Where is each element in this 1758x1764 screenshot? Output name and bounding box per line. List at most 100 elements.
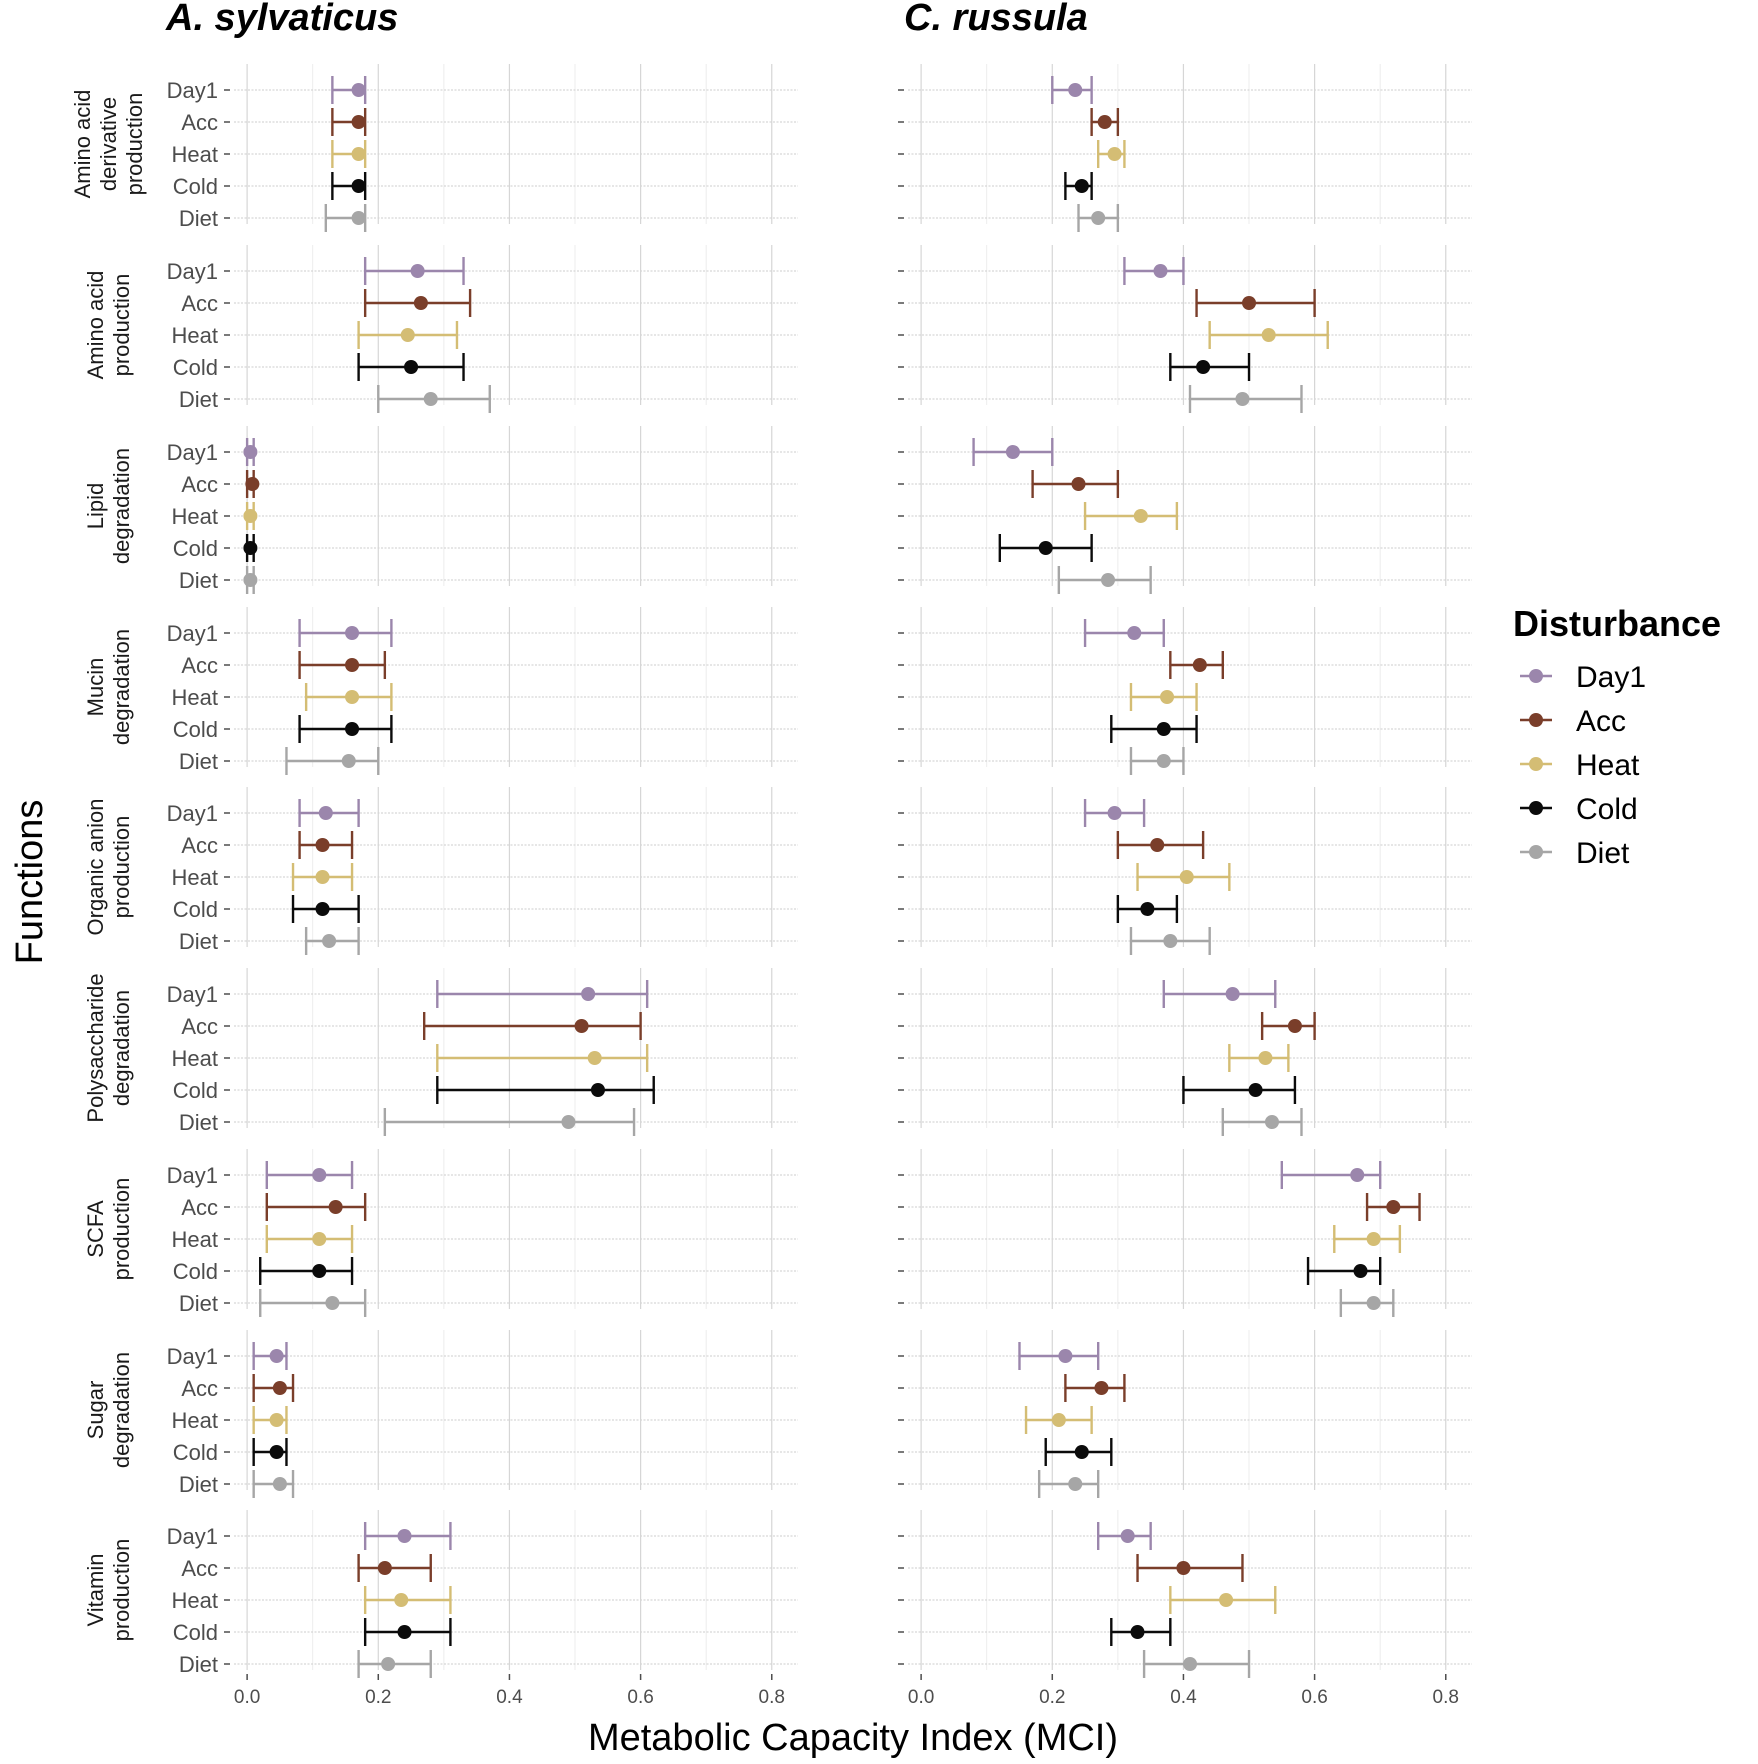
y-tick-label-cold: Cold — [173, 355, 218, 380]
legend-label-cold: Cold — [1576, 793, 1638, 826]
legend-label-heat: Heat — [1576, 749, 1640, 782]
x-tick-label-a-sylvaticus: 0.8 — [759, 1687, 785, 1708]
row-label-polysaccharide-degradation: Polysaccharidedegradation — [83, 973, 134, 1122]
point-a-sylvaticus-mucin-degradation-acc — [345, 658, 360, 672]
legend-label-diet: Diet — [1576, 837, 1630, 870]
point-c-russula-polysaccharide-degradation-cold — [1248, 1083, 1263, 1097]
y-tick-label-acc: Acc — [181, 833, 218, 858]
y-tick-label-diet: Diet — [179, 929, 218, 954]
point-c-russula-amino-acid-production-heat — [1261, 328, 1276, 342]
gridlines-layer — [234, 64, 1472, 1670]
point-a-sylvaticus-mucin-degradation-day1 — [345, 626, 360, 640]
x-tick-label-c-russula: 0.0 — [908, 1687, 934, 1708]
point-a-sylvaticus-scfa-production-cold — [312, 1264, 327, 1278]
point-c-russula-vitamin-production-day1 — [1120, 1529, 1135, 1543]
row-label-line: degradation — [109, 1352, 134, 1468]
point-a-sylvaticus-lipid-degradation-heat — [243, 509, 258, 523]
point-c-russula-amino-acid-production-acc — [1242, 296, 1257, 310]
legend-title: Disturbance — [1513, 603, 1721, 644]
point-c-russula-mucin-degradation-heat — [1160, 690, 1175, 704]
point-a-sylvaticus-amino-acid-derivative-production-cold — [351, 179, 366, 193]
y-tick-label-day1: Day1 — [167, 982, 218, 1007]
row-label-line: Amino acid — [83, 271, 108, 380]
point-a-sylvaticus-amino-acid-production-day1 — [410, 264, 425, 278]
y-tick-label-acc: Acc — [181, 1014, 218, 1039]
point-c-russula-mucin-degradation-cold — [1156, 722, 1171, 736]
point-c-russula-organic-anion-production-heat — [1179, 870, 1194, 884]
point-a-sylvaticus-sugar-degradation-day1 — [269, 1349, 284, 1363]
point-c-russula-amino-acid-production-diet — [1235, 392, 1250, 406]
row-label-line: degradation — [109, 990, 134, 1106]
x-tick-label-a-sylvaticus: 0.6 — [627, 1687, 653, 1708]
row-label-vitamin-production: Vitaminproduction — [83, 1539, 134, 1642]
y-tick-label-cold: Cold — [173, 1440, 218, 1465]
x-tick-label-a-sylvaticus: 0.4 — [496, 1687, 523, 1708]
y-tick-label-heat: Heat — [172, 1408, 218, 1433]
y-tick-label-day1: Day1 — [167, 1344, 218, 1369]
point-c-russula-vitamin-production-cold — [1130, 1625, 1145, 1639]
point-c-russula-amino-acid-derivative-production-heat — [1107, 147, 1122, 161]
point-a-sylvaticus-amino-acid-production-diet — [423, 392, 438, 406]
y-tick-label-heat: Heat — [172, 504, 218, 529]
point-a-sylvaticus-organic-anion-production-acc — [315, 838, 330, 852]
row-label-line: production — [109, 816, 134, 919]
legend: Disturbance Day1 Acc Heat Cold Diet — [1513, 603, 1721, 870]
x-tick-label-c-russula: 0.6 — [1301, 1687, 1327, 1708]
point-a-sylvaticus-polysaccharide-degradation-day1 — [581, 987, 596, 1001]
y-tick-label-cold: Cold — [173, 717, 218, 742]
point-a-sylvaticus-amino-acid-derivative-production-day1 — [351, 83, 366, 97]
point-c-russula-organic-anion-production-day1 — [1107, 806, 1122, 820]
point-a-sylvaticus-mucin-degradation-cold — [345, 722, 360, 736]
point-c-russula-mucin-degradation-day1 — [1127, 626, 1142, 640]
y-tick-label-diet: Diet — [179, 568, 218, 593]
x-tick-label-c-russula: 0.4 — [1170, 1687, 1197, 1708]
y-tick-label-heat: Heat — [172, 323, 218, 348]
legend-key-point-acc — [1529, 713, 1543, 727]
y-tick-label-diet: Diet — [179, 206, 218, 231]
points — [243, 83, 1401, 1671]
y-tick-label-acc: Acc — [181, 1195, 218, 1220]
point-c-russula-polysaccharide-degradation-heat — [1258, 1051, 1273, 1065]
point-c-russula-scfa-production-day1 — [1350, 1168, 1365, 1182]
row-label-line: Polysaccharide — [83, 973, 108, 1122]
row-label-line: Mucin — [83, 658, 108, 717]
error-bars — [245, 76, 1421, 1678]
legend-label-acc: Acc — [1576, 705, 1626, 738]
point-c-russula-sugar-degradation-cold — [1074, 1445, 1089, 1459]
point-a-sylvaticus-lipid-degradation-diet — [243, 573, 258, 587]
row-label-lipid-degradation: Lipiddegradation — [83, 448, 134, 564]
point-a-sylvaticus-organic-anion-production-heat — [315, 870, 330, 884]
y-tick-label-cold: Cold — [173, 1620, 218, 1645]
point-a-sylvaticus-lipid-degradation-acc — [245, 477, 260, 491]
legend-label-day1: Day1 — [1576, 661, 1646, 694]
facet-title-a-sylvaticus: A. sylvaticus — [165, 0, 398, 39]
x-tick-label-a-sylvaticus: 0.0 — [234, 1687, 260, 1708]
row-label-scfa-production: SCFAproduction — [83, 1178, 134, 1281]
point-a-sylvaticus-vitamin-production-diet — [381, 1657, 396, 1671]
row-label-line: degradation — [109, 448, 134, 564]
point-c-russula-amino-acid-derivative-production-acc — [1097, 115, 1112, 129]
point-c-russula-lipid-degradation-day1 — [1005, 445, 1020, 459]
point-a-sylvaticus-mucin-degradation-diet — [341, 754, 356, 768]
y-tick-label-diet: Diet — [179, 1472, 218, 1497]
point-c-russula-polysaccharide-degradation-diet — [1264, 1115, 1279, 1129]
point-a-sylvaticus-scfa-production-heat — [312, 1232, 327, 1246]
row-label-line: derivative — [96, 97, 121, 191]
point-c-russula-vitamin-production-acc — [1176, 1561, 1191, 1575]
y-tick-label-cold: Cold — [173, 174, 218, 199]
point-a-sylvaticus-polysaccharide-degradation-heat — [587, 1051, 602, 1065]
row-label-organic-anion-production: Organic anionproduction — [83, 799, 134, 936]
y-tick-label-heat: Heat — [172, 1046, 218, 1071]
y-tick-label-day1: Day1 — [167, 440, 218, 465]
y-tick-label-day1: Day1 — [167, 259, 218, 284]
legend-key-point-diet — [1529, 845, 1543, 859]
y-tick-label-heat: Heat — [172, 1227, 218, 1252]
point-c-russula-sugar-degradation-day1 — [1058, 1349, 1073, 1363]
point-a-sylvaticus-sugar-degradation-heat — [269, 1413, 284, 1427]
row-label-amino-acid-derivative-production: Amino acidderivativeproduction — [70, 90, 147, 199]
x-tick-label-c-russula: 0.8 — [1433, 1687, 1459, 1708]
y-tick-label-cold: Cold — [173, 1259, 218, 1284]
row-label-line: production — [109, 1539, 134, 1642]
point-a-sylvaticus-vitamin-production-day1 — [397, 1529, 412, 1543]
point-c-russula-amino-acid-derivative-production-cold — [1074, 179, 1089, 193]
